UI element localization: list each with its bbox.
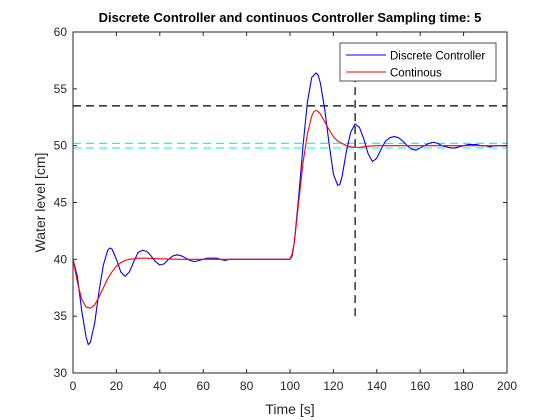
series-line-discrete <box>73 72 507 346</box>
x-axis-label: Time [s] <box>265 401 314 417</box>
x-tick-label: 140 <box>367 379 387 393</box>
y-tick-label: 45 <box>54 196 68 210</box>
legend-label-discrete: Discrete Controller <box>390 51 485 63</box>
y-axis-label: Water level [cm] <box>32 153 48 253</box>
y-tick-label: 60 <box>54 25 68 39</box>
x-tick-label: 60 <box>197 379 211 393</box>
legend-box <box>339 42 497 82</box>
y-tick-label: 55 <box>54 82 68 96</box>
x-tick-label: 200 <box>497 379 517 393</box>
x-tick-label: 0 <box>70 379 77 393</box>
y-tick-label: 40 <box>54 252 68 266</box>
x-tick-label: 180 <box>454 379 474 393</box>
y-tick-label: 35 <box>54 309 68 323</box>
axis-ticks: 0 20 40 60 80 100 120 140 160 180 200 30 35 40 45 50 55 6… <box>54 25 518 393</box>
x-tick-label: 100 <box>280 379 300 393</box>
legend: Discrete Controller Continous <box>339 42 497 82</box>
chart-title: Discrete Controller and continuos Contro… <box>99 10 482 25</box>
legend-label-continous: Continous <box>390 68 442 80</box>
reference-lines <box>73 71 507 317</box>
x-tick-label: 80 <box>240 379 254 393</box>
x-tick-label: 160 <box>410 379 430 393</box>
x-tick-label: 120 <box>323 379 343 393</box>
x-tick-label: 40 <box>153 379 167 393</box>
y-tick-label: 50 <box>54 139 68 153</box>
y-tick-label: 30 <box>54 366 68 380</box>
x-tick-label: 20 <box>110 379 124 393</box>
series-line-continous <box>73 109 507 309</box>
series-layer <box>73 72 507 346</box>
